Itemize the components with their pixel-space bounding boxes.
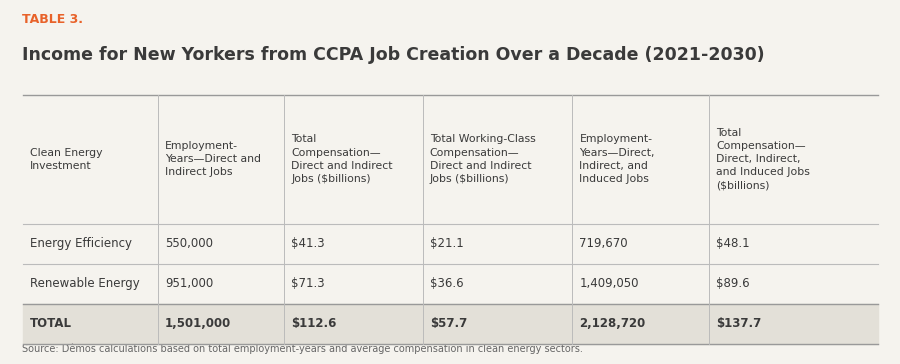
Text: $41.3: $41.3	[292, 237, 325, 250]
Text: TABLE 3.: TABLE 3.	[22, 13, 84, 26]
Text: Employment-
Years—Direct and
Indirect Jobs: Employment- Years—Direct and Indirect Jo…	[165, 141, 261, 177]
Text: $21.1: $21.1	[430, 237, 464, 250]
Text: 951,000: 951,000	[165, 277, 213, 290]
Text: $36.6: $36.6	[430, 277, 464, 290]
Text: $57.7: $57.7	[430, 317, 467, 331]
Text: 1,409,050: 1,409,050	[580, 277, 639, 290]
Text: 719,670: 719,670	[580, 237, 628, 250]
Text: Energy Efficiency: Energy Efficiency	[30, 237, 131, 250]
Text: $137.7: $137.7	[716, 317, 761, 331]
Text: $112.6: $112.6	[292, 317, 337, 331]
Text: 2,128,720: 2,128,720	[580, 317, 645, 331]
Text: Income for New Yorkers from CCPA Job Creation Over a Decade (2021-2030): Income for New Yorkers from CCPA Job Cre…	[22, 46, 765, 63]
Text: $89.6: $89.6	[716, 277, 750, 290]
Text: 550,000: 550,000	[165, 237, 212, 250]
Text: Renewable Energy: Renewable Energy	[30, 277, 140, 290]
Text: TOTAL: TOTAL	[30, 317, 72, 331]
Text: Employment-
Years—Direct,
Indirect, and
Induced Jobs: Employment- Years—Direct, Indirect, and …	[580, 134, 655, 184]
Text: 1,501,000: 1,501,000	[165, 317, 231, 331]
Text: $71.3: $71.3	[292, 277, 325, 290]
Text: Total Working-Class
Compensation—
Direct and Indirect
Jobs ($billions): Total Working-Class Compensation— Direct…	[430, 134, 536, 184]
Text: Source: Dêmos calculations based on total employment-years and average compensat: Source: Dêmos calculations based on tota…	[22, 343, 583, 354]
Text: Clean Energy
Investment: Clean Energy Investment	[30, 148, 103, 171]
Text: Total
Compensation—
Direct, Indirect,
and Induced Jobs
($billions): Total Compensation— Direct, Indirect, an…	[716, 128, 810, 191]
Text: Total
Compensation—
Direct and Indirect
Jobs ($billions): Total Compensation— Direct and Indirect …	[292, 134, 392, 184]
Text: $48.1: $48.1	[716, 237, 750, 250]
